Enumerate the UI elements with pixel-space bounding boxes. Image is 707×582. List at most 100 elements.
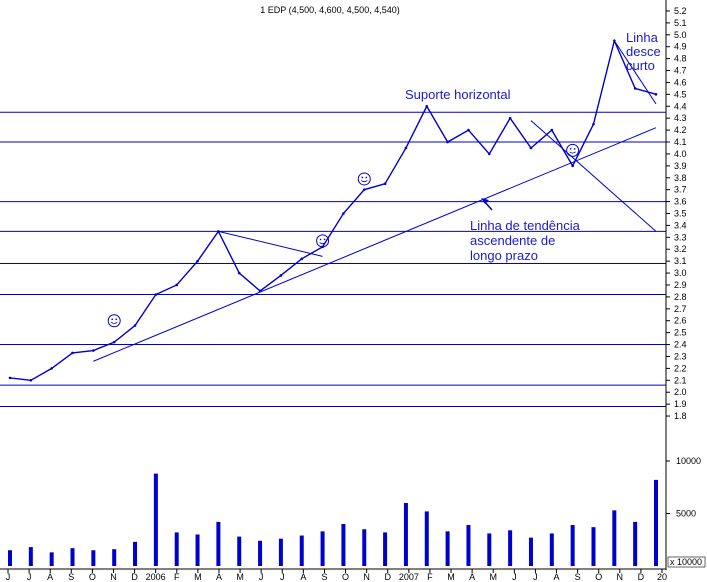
volume-bar	[424, 511, 429, 566]
price-point	[487, 152, 491, 156]
price-tick-label: 5.0	[674, 30, 687, 40]
price-point	[508, 116, 512, 120]
price-tick-label: 4.4	[674, 101, 687, 111]
chart-title: 1 EDP (4,500, 4,600, 4,500, 4,540)	[260, 5, 399, 15]
price-tick-label: 3.2	[674, 244, 687, 254]
volume-bar	[195, 534, 200, 566]
smiley-mouth	[569, 151, 576, 154]
price-point	[154, 293, 158, 296]
price-tick-label: 4.6	[674, 77, 687, 87]
volume-bar	[174, 532, 179, 566]
price-point	[8, 376, 12, 380]
price-point	[196, 259, 199, 263]
volume-bar	[8, 550, 12, 566]
smiley-icon	[357, 172, 371, 186]
x-tick-label: 2007	[399, 572, 419, 582]
horizontal-levels	[0, 111, 666, 408]
price-tick-label: 4.0	[674, 149, 687, 159]
price-tick-label: 2.8	[674, 292, 687, 302]
price-point	[50, 367, 53, 370]
volume-bar	[570, 525, 575, 566]
annotation-text: curto	[626, 58, 655, 73]
price-tick-label: 4.7	[674, 66, 687, 76]
volume-bar	[49, 552, 54, 566]
price-point	[571, 164, 574, 168]
price-point	[300, 257, 304, 261]
volume-bar	[591, 527, 596, 566]
price-tick-label: 3.0	[674, 268, 687, 278]
trendline	[93, 127, 657, 362]
price-line	[9, 38, 657, 382]
x-tick-label: S	[321, 572, 327, 582]
x-tick-label: N	[617, 572, 624, 582]
price-point	[633, 87, 637, 90]
trendline	[218, 230, 323, 257]
x-tick-label: A	[300, 572, 306, 582]
price-point	[467, 128, 470, 132]
price-point	[29, 379, 33, 382]
volume-bar	[258, 540, 263, 566]
price-tick-label: 2.1	[674, 375, 687, 385]
price-point	[112, 340, 116, 344]
volume-bar	[445, 531, 450, 566]
volume-bar	[528, 537, 533, 566]
x-tick-label: O	[89, 572, 96, 582]
x-tick-label: D	[638, 572, 645, 582]
price-tick-label: 2.5	[674, 328, 687, 338]
x-tick-label: O	[595, 572, 602, 582]
price-tick-label: 4.1	[674, 137, 687, 147]
x-tick-label: A	[469, 572, 475, 582]
price-tick-label: 4.5	[674, 89, 687, 99]
x-tick-label: 2006	[146, 572, 166, 582]
x-tick-label: S	[575, 572, 581, 582]
x-tick-label: D	[384, 572, 391, 582]
smiley-face	[107, 314, 121, 328]
price-point	[383, 182, 387, 186]
price-tick-label: 3.4	[674, 220, 687, 230]
smiley-markers	[107, 143, 580, 328]
smiley-face	[316, 234, 330, 248]
price-tick-label: 2.0	[674, 387, 687, 397]
volume-tick-label: 5000	[676, 509, 696, 519]
x-tick-label: J	[512, 572, 517, 582]
price-tick-label: 4.9	[674, 42, 687, 52]
price-series	[8, 38, 658, 382]
volume-bar	[341, 524, 346, 566]
x-tick-label: F	[174, 572, 180, 582]
volume-bar	[299, 535, 304, 566]
volume-bar	[153, 473, 158, 566]
price-point	[237, 271, 241, 275]
price-tick-label: 3.3	[674, 232, 687, 242]
price-tick-label: 2.2	[674, 363, 687, 373]
price-tick-label: 2.9	[674, 280, 687, 290]
x-tick-label: A	[47, 572, 53, 582]
x-tick-label: J	[533, 572, 538, 582]
smiley-eye	[573, 148, 576, 150]
volume-bar	[91, 550, 96, 566]
price-tick-label: 3.5	[674, 209, 687, 219]
price-point	[529, 146, 533, 150]
smiley-eye	[365, 176, 368, 179]
smiley-mouth	[361, 180, 368, 183]
price-point	[446, 140, 449, 144]
price-tick-label: 1.8	[674, 411, 687, 421]
price-tick-label: 3.1	[674, 256, 687, 266]
volume-bar	[216, 521, 221, 566]
x-tick-label: J	[280, 572, 285, 582]
x-tick-label: J	[27, 572, 32, 582]
price-point	[279, 274, 283, 277]
price-tick-label: 4.2	[674, 125, 687, 135]
smiley-face	[357, 172, 371, 186]
volume-bar	[362, 529, 367, 566]
volume-bar	[654, 479, 658, 566]
price-point	[342, 212, 345, 215]
volume-bar	[278, 538, 283, 566]
volume-bar	[383, 532, 388, 566]
volume-bar	[70, 548, 75, 566]
price-point	[654, 93, 658, 96]
price-tick-label: 5.2	[674, 6, 687, 16]
volume-bar	[237, 536, 242, 566]
x-tick-label: N	[363, 572, 370, 582]
